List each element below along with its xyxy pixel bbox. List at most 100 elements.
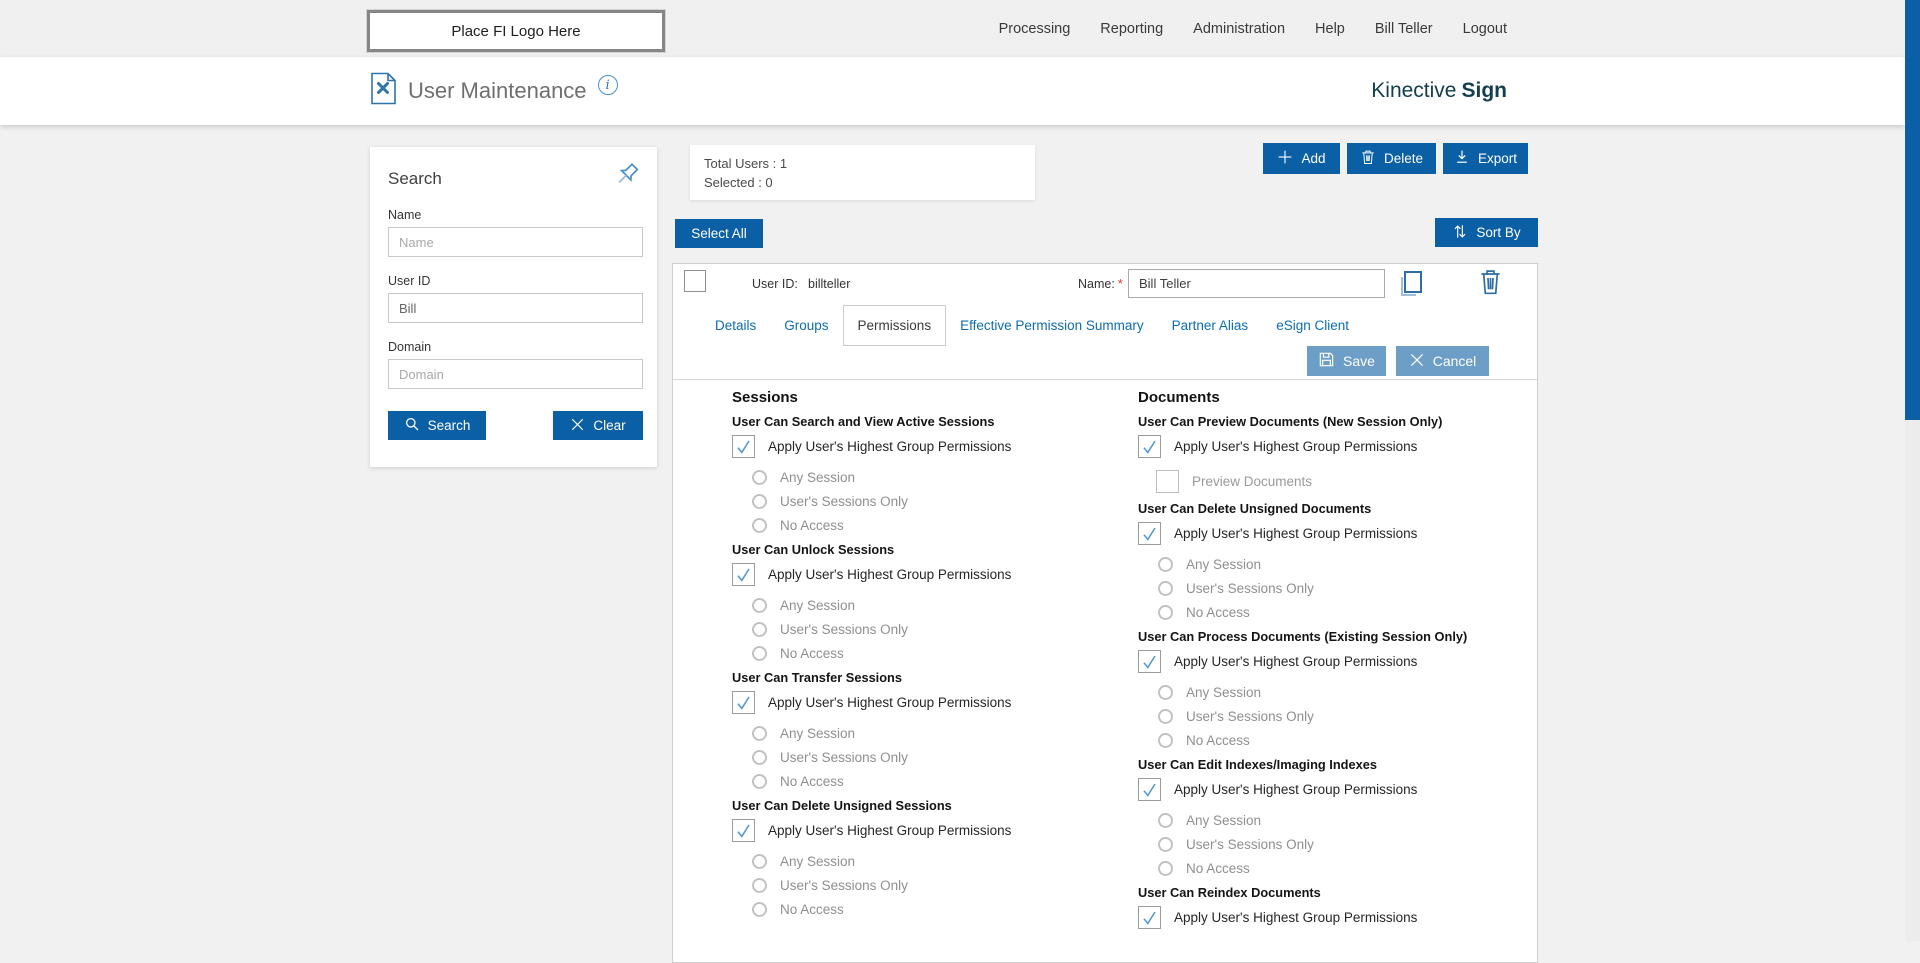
user-s-sessions-only-radio[interactable] [752, 622, 767, 637]
apply-permission-row: Apply User's Highest Group Permissions [732, 563, 1122, 586]
permission-radio-row: No Access [752, 902, 1122, 917]
summary-card: Total Users : 1 Selected : 0 [690, 145, 1035, 200]
no-access-radio[interactable] [752, 774, 767, 789]
nav-item-processing[interactable]: Processing [999, 21, 1071, 37]
tab-permissions[interactable]: Permissions [843, 305, 947, 346]
export-button[interactable]: Export [1443, 143, 1528, 174]
permission-radio-row: No Access [1158, 861, 1528, 876]
no-access-radio[interactable] [1158, 861, 1173, 876]
apply-permissions-checkbox[interactable] [1138, 650, 1161, 673]
any-session-radio[interactable] [752, 470, 767, 485]
checkmark-icon [735, 566, 752, 583]
save-button-label: Save [1343, 353, 1375, 369]
add-button-label: Add [1301, 151, 1325, 166]
no-access-radio[interactable] [1158, 733, 1173, 748]
checkmark-icon [735, 438, 752, 455]
apply-permissions-label: Apply User's Highest Group Permissions [1174, 654, 1417, 669]
any-session-radio[interactable] [1158, 813, 1173, 828]
clear-button[interactable]: Clear [553, 411, 643, 440]
tab-esign-client[interactable]: eSign Client [1262, 305, 1363, 346]
apply-permissions-checkbox[interactable] [1138, 435, 1161, 458]
name-input[interactable] [1128, 269, 1385, 298]
user-s-sessions-only-radio[interactable] [752, 494, 767, 509]
brand-product: Sign [1462, 79, 1508, 103]
any-session-radio[interactable] [752, 854, 767, 869]
apply-permissions-checkbox[interactable] [732, 819, 755, 842]
nav-item-administration[interactable]: Administration [1193, 21, 1285, 37]
add-button[interactable]: Add [1263, 143, 1340, 174]
any-session-radio[interactable] [1158, 557, 1173, 572]
user-s-sessions-only-radio[interactable] [1158, 709, 1173, 724]
radio-label: No Access [1186, 605, 1250, 620]
apply-permissions-checkbox[interactable] [732, 691, 755, 714]
radio-label: User's Sessions Only [780, 750, 908, 765]
vertical-scrollbar[interactable] [1905, 0, 1920, 941]
user-s-sessions-only-radio[interactable] [1158, 581, 1173, 596]
user-s-sessions-only-radio[interactable] [1158, 837, 1173, 852]
no-access-radio[interactable] [752, 518, 767, 533]
search-field-label-domain: Domain [388, 340, 643, 354]
no-access-radio[interactable] [1158, 605, 1173, 620]
nav-item-bill-teller[interactable]: Bill Teller [1375, 21, 1433, 37]
any-session-radio[interactable] [752, 726, 767, 741]
permission-group-title: User Can Delete Unsigned Documents [1138, 501, 1528, 516]
no-access-radio[interactable] [752, 902, 767, 917]
nav-item-reporting[interactable]: Reporting [1100, 21, 1163, 37]
select-all-button[interactable]: Select All [675, 219, 763, 248]
apply-permissions-checkbox[interactable] [1138, 778, 1161, 801]
tab-groups[interactable]: Groups [770, 305, 842, 346]
permission-radio-row: No Access [752, 518, 1122, 533]
tab-details[interactable]: Details [701, 305, 770, 346]
permission-radio-row: No Access [1158, 605, 1528, 620]
apply-permission-row: Apply User's Highest Group Permissions [1138, 906, 1528, 929]
tab-partner-alias[interactable]: Partner Alias [1158, 305, 1263, 346]
nav-item-help[interactable]: Help [1315, 21, 1345, 37]
radio-label: Any Session [1186, 557, 1261, 572]
cancel-button[interactable]: Cancel [1396, 346, 1489, 376]
permission-radio-row: User's Sessions Only [1158, 709, 1528, 724]
user-row-checkbox[interactable] [684, 270, 706, 292]
user-s-sessions-only-radio[interactable] [752, 750, 767, 765]
apply-permissions-checkbox[interactable] [732, 435, 755, 458]
apply-permission-row: Apply User's Highest Group Permissions [1138, 650, 1528, 673]
info-icon[interactable]: i [598, 75, 618, 95]
any-session-radio[interactable] [752, 598, 767, 613]
user-s-sessions-only-radio[interactable] [752, 878, 767, 893]
sort-by-button[interactable]: Sort By [1435, 218, 1538, 247]
delete-user-button[interactable] [1478, 267, 1503, 301]
delete-button[interactable]: Delete [1347, 143, 1436, 174]
radio-label: Any Session [1186, 813, 1261, 828]
pin-icon[interactable] [613, 161, 643, 191]
apply-permissions-checkbox[interactable] [732, 563, 755, 586]
nav-item-logout[interactable]: Logout [1463, 21, 1507, 37]
any-session-radio[interactable] [1158, 685, 1173, 700]
search-button[interactable]: Search [388, 411, 486, 440]
checkmark-icon [1141, 438, 1158, 455]
preview-documents-checkbox[interactable] [1156, 470, 1179, 493]
total-users-text: Total Users : 1 [704, 154, 1021, 173]
apply-permissions-checkbox[interactable] [1138, 522, 1161, 545]
apply-permissions-checkbox[interactable] [1138, 906, 1161, 929]
permissions-heading-documents: Documents [1138, 389, 1528, 406]
apply-permissions-label: Apply User's Highest Group Permissions [768, 567, 1011, 582]
permission-radio-row: No Access [752, 774, 1122, 789]
download-icon [1454, 149, 1470, 168]
checkmark-icon [1141, 653, 1158, 670]
search-input-name[interactable] [388, 227, 643, 257]
scrollbar-thumb[interactable] [1905, 0, 1920, 420]
radio-label: Any Session [780, 726, 855, 741]
radio-label: User's Sessions Only [780, 494, 908, 509]
save-button[interactable]: Save [1307, 346, 1386, 376]
search-input-domain[interactable] [388, 359, 643, 389]
search-input-user-id[interactable] [388, 293, 643, 323]
copy-user-button[interactable] [1396, 268, 1426, 303]
tab-effective-permission-summary[interactable]: Effective Permission Summary [946, 305, 1158, 346]
no-access-radio[interactable] [752, 646, 767, 661]
plus-icon [1277, 149, 1293, 168]
cancel-button-label: Cancel [1433, 353, 1477, 369]
list-toolbar: Add Delete Export [1263, 143, 1528, 174]
radio-label: User's Sessions Only [1186, 581, 1314, 596]
